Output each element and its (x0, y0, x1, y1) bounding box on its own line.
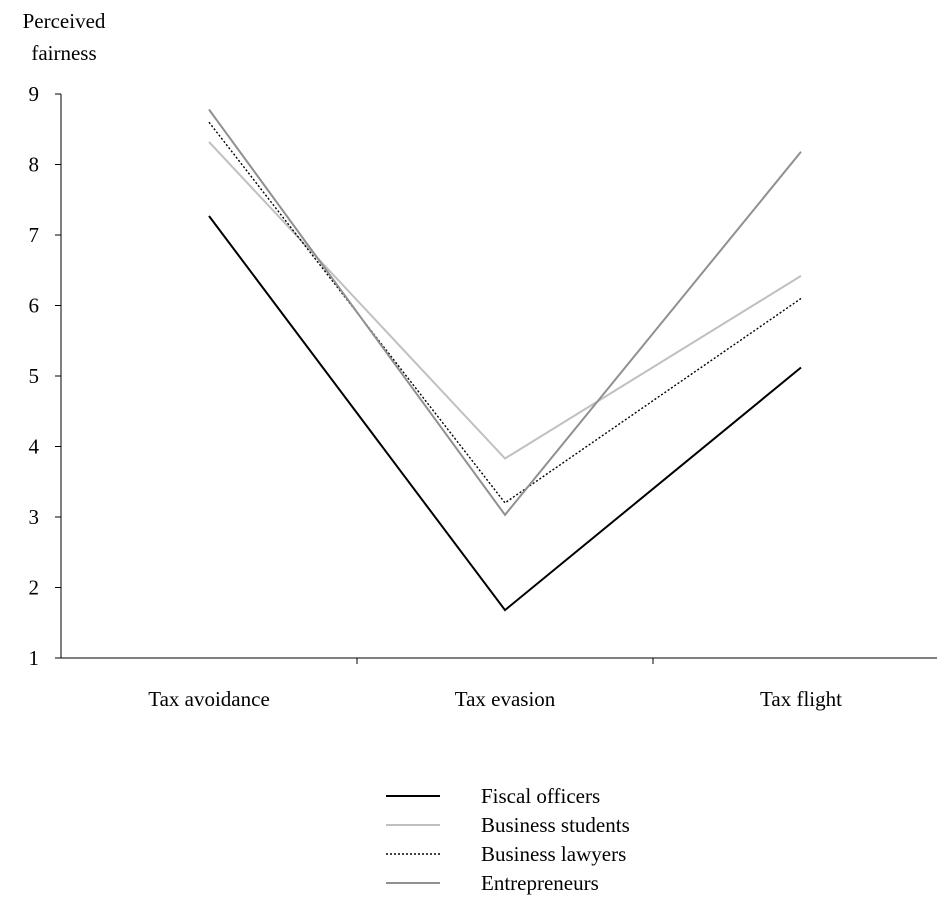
y-axis-label-line1: Perceived (23, 9, 106, 33)
y-axis-label-line2: fairness (31, 41, 96, 65)
legend: Fiscal officers Business students Business… (386, 784, 630, 895)
series-line (208, 121, 802, 504)
x-category-label: Tax flight (760, 687, 842, 711)
legend-label: Entrepreneurs (481, 871, 599, 895)
series-lines (208, 108, 802, 612)
series-line (208, 108, 802, 517)
legend-label: Fiscal officers (481, 784, 600, 808)
legend-label: Business students (481, 813, 630, 837)
x-category-label: Tax evasion (455, 687, 556, 711)
x-category-label: Tax avoidance (148, 687, 270, 711)
y-axis-ticks: 1 2 3 4 5 6 7 8 9 (29, 82, 61, 670)
y-tick-label: 5 (29, 364, 40, 388)
x-axis-ticks: Tax avoidance Tax evasion Tax flight (148, 658, 842, 711)
y-tick-label: 2 (29, 576, 40, 600)
series-line (208, 141, 802, 460)
y-tick-label: 9 (29, 82, 40, 106)
y-tick-label: 6 (29, 294, 40, 318)
legend-label: Business lawyers (481, 842, 626, 866)
y-tick-label: 7 (29, 223, 40, 247)
y-tick-label: 3 (29, 505, 40, 529)
y-tick-label: 8 (29, 153, 40, 177)
series-line (208, 215, 802, 612)
y-tick-label: 1 (29, 646, 40, 670)
y-tick-label: 4 (29, 435, 40, 459)
